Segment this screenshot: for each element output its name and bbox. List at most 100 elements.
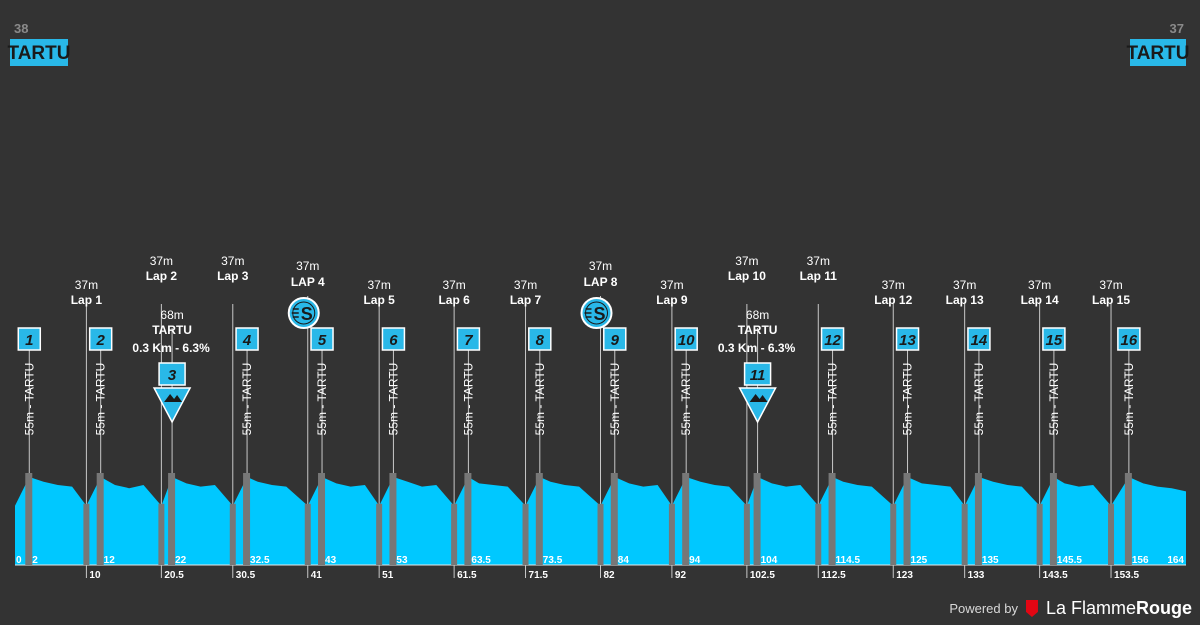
- km-label-lap: 143.5: [1043, 570, 1068, 581]
- lap-sprint-icon: S: [580, 297, 613, 329]
- lap-altitude: 37m: [807, 254, 830, 268]
- point-label: 55m - TARTU: [315, 363, 329, 436]
- climb-name: TARTU: [152, 323, 192, 337]
- lap-label: Lap 13: [946, 293, 984, 307]
- point-badge: [743, 362, 772, 386]
- point-badge: [381, 327, 406, 351]
- lap-bar: [451, 503, 458, 565]
- point-label: 55m - TARTU: [94, 363, 108, 436]
- point-label: 55m - TARTU: [533, 363, 547, 436]
- km-label-point: 156: [1132, 555, 1149, 566]
- point-number: 7: [464, 332, 473, 349]
- lap-label: LAP 4: [291, 275, 325, 289]
- lap-sprint-letter: S: [301, 304, 313, 324]
- point-marker: 135 14 55m - TARTU: [967, 327, 999, 566]
- km-label-point: 22: [175, 555, 187, 566]
- point-number: 16: [1121, 332, 1138, 349]
- point-bar: [903, 473, 911, 565]
- km-label-lap: 20.5: [164, 570, 184, 581]
- finish-badge: [1130, 39, 1186, 66]
- lap-label: Lap 2: [146, 269, 178, 283]
- point-badge: [456, 327, 481, 351]
- point-label: 55m - TARTU: [240, 363, 254, 436]
- point-label: 55m - TARTU: [461, 363, 475, 436]
- point-label: 55m - TARTU: [901, 363, 915, 436]
- km-label-lap: 30.5: [236, 570, 256, 581]
- lap-bar: [1036, 503, 1043, 565]
- lap-altitude: 37m: [589, 259, 612, 273]
- point-badge: [88, 327, 113, 351]
- start-badge: [10, 39, 68, 66]
- lap-bar: [815, 503, 822, 565]
- km-label-lap: 153.5: [1114, 570, 1139, 581]
- point-bar: [535, 473, 543, 565]
- point-badge: [674, 327, 698, 351]
- point-badge: [310, 327, 334, 351]
- point-number: 10: [678, 332, 695, 349]
- point-number: 14: [971, 332, 988, 349]
- lap-bar: [83, 503, 90, 565]
- point-marker: 53 6 55m - TARTU: [381, 327, 408, 566]
- lap-sprint-icon: S: [287, 297, 320, 329]
- km-label-point: 135: [982, 555, 999, 566]
- lap-altitude: 37m: [660, 278, 683, 292]
- point-bar: [168, 473, 176, 565]
- point-bar: [682, 473, 690, 565]
- point-bar: [464, 473, 472, 565]
- lap-label: Lap 7: [510, 293, 542, 307]
- climb-triangle: [738, 387, 777, 424]
- km-label-point: 114.5: [836, 555, 861, 566]
- lap-bar: [668, 503, 675, 565]
- lap-bar: [961, 503, 968, 565]
- km-label-lap: 51: [382, 570, 394, 581]
- footer: Powered by La FlammeRouge: [949, 598, 1192, 619]
- km-label-point: 63.5: [471, 555, 491, 566]
- lap-bar: [376, 503, 383, 565]
- point-marker: 63.5 7 55m - TARTU: [456, 327, 491, 566]
- lap-sprint-letter: S: [593, 304, 605, 324]
- lap-bar: [890, 503, 897, 565]
- km-label-lap: 112.5: [821, 570, 846, 581]
- point-label: 55m - TARTU: [1122, 363, 1136, 436]
- point-badge: [158, 362, 186, 386]
- brand-name: La FlammeRouge: [1046, 598, 1192, 619]
- km-label-lap: 61.5: [457, 570, 477, 581]
- climb-icon: [738, 387, 777, 424]
- climb-altitude: 68m: [746, 308, 769, 322]
- point-badge: [967, 327, 991, 351]
- start-header: 38 TARTU: [8, 21, 70, 66]
- point-number: 15: [1046, 332, 1063, 349]
- point-marker: 32.5 4 55m - TARTU: [235, 327, 270, 566]
- lap-altitude: 37m: [1028, 278, 1051, 292]
- climb-info: 0.3 Km - 6.3%: [132, 341, 210, 355]
- km-label-point: 43: [325, 555, 337, 566]
- km-label-point: 94: [689, 555, 701, 566]
- point-bar: [1124, 473, 1132, 565]
- km-label-lap: 133: [968, 570, 985, 581]
- km-label-point: 84: [618, 555, 630, 566]
- point-label: 55m - TARTU: [1047, 363, 1061, 436]
- lap-altitude: 37m: [367, 278, 390, 292]
- km-label-point: 12: [104, 555, 116, 566]
- km-label-finish: 164: [1167, 555, 1184, 566]
- lap-label: Lap 14: [1021, 293, 1059, 307]
- lap-altitude: 37m: [221, 254, 244, 268]
- km-label-point: 32.5: [250, 555, 270, 566]
- point-marker: 125 13 55m - TARTU: [895, 327, 928, 566]
- lap-bar: [522, 503, 529, 565]
- lap-label: Lap 3: [217, 269, 249, 283]
- point-marker: 12 2 55m - TARTU: [88, 327, 116, 566]
- point-bar: [318, 473, 326, 565]
- point-badge: [603, 327, 627, 351]
- km-label-point: 125: [911, 555, 928, 566]
- km-label-point: 104: [761, 555, 778, 566]
- km-label-lap: 82: [604, 570, 616, 581]
